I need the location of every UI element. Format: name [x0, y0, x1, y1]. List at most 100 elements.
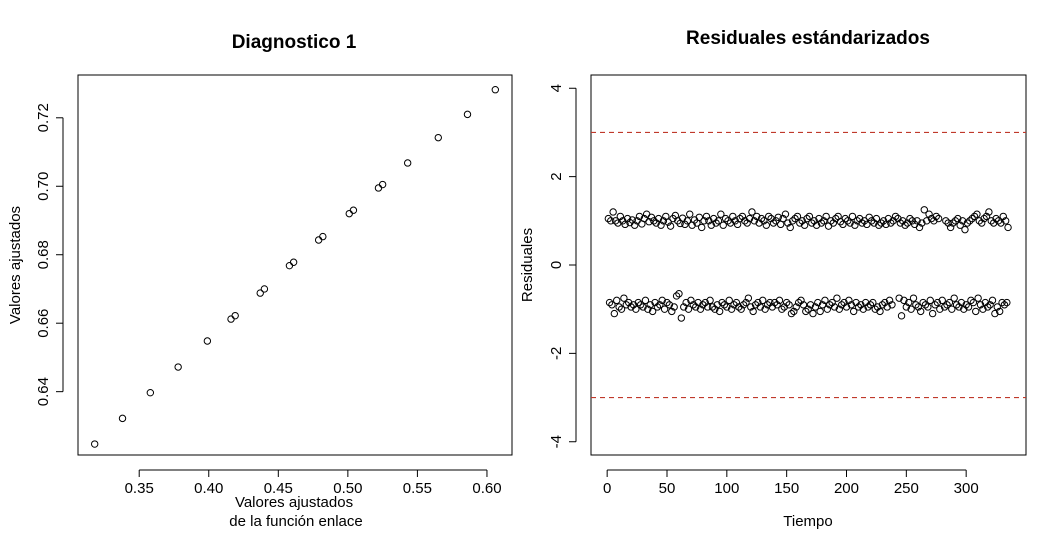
data-point [797, 296, 805, 305]
data-point [995, 307, 1004, 316]
data-point [889, 217, 897, 225]
data-point [260, 285, 269, 293]
data-point [838, 301, 846, 309]
data-point [928, 309, 937, 318]
data-point [859, 305, 867, 313]
data-point [345, 209, 353, 218]
data-point [736, 214, 744, 223]
data-point [658, 296, 666, 305]
chart-1-plot-box [77, 74, 513, 456]
data-point [994, 217, 1003, 225]
data-point [694, 298, 702, 307]
data-point [724, 217, 732, 225]
data-point [921, 301, 930, 309]
data-point [803, 214, 811, 223]
chart-1-y-axis: 0.64 0.66 0.68 0.70 0.72 [35, 103, 64, 406]
data-point [963, 219, 972, 227]
data-point [755, 219, 763, 227]
y-tick-label: 0.72 [35, 103, 52, 132]
data-point [951, 217, 960, 225]
data-point [896, 219, 905, 227]
x-tick-label: 100 [714, 480, 739, 497]
data-point [711, 305, 719, 313]
data-point [974, 294, 982, 302]
data-point [727, 305, 736, 313]
data-point [699, 301, 707, 309]
data-point [749, 307, 757, 316]
data-point [644, 305, 652, 313]
data-point [719, 221, 727, 229]
data-point [687, 296, 695, 305]
chart-2-points [604, 206, 1012, 322]
y-tick-label: 0.64 [35, 377, 52, 406]
data-point [967, 296, 975, 305]
data-point [748, 208, 756, 216]
data-point [962, 301, 970, 309]
data-point [804, 305, 812, 313]
data-point [798, 217, 806, 225]
data-point [991, 309, 999, 318]
data-point [812, 221, 821, 229]
data-point [374, 184, 383, 192]
data-point [762, 221, 771, 229]
data-point [627, 303, 635, 311]
data-point [256, 289, 264, 297]
x-tick-label: 0.45 [264, 480, 293, 497]
data-point [766, 298, 774, 307]
data-point [646, 301, 654, 309]
data-point [958, 217, 967, 225]
data-point [696, 305, 705, 313]
data-point [902, 303, 911, 311]
data-point [808, 219, 816, 227]
data-point [786, 223, 794, 232]
data-point [796, 219, 804, 227]
data-point [605, 298, 614, 307]
data-point [635, 212, 644, 221]
data-point [403, 159, 412, 167]
data-point [816, 307, 824, 316]
data-point [871, 305, 879, 313]
data-point [630, 221, 639, 229]
data-point [713, 301, 721, 309]
data-point [707, 221, 715, 229]
data-point [660, 305, 669, 313]
data-point [821, 296, 829, 305]
data-point [861, 298, 870, 307]
data-point [624, 298, 633, 307]
data-point [817, 219, 826, 227]
data-point [683, 217, 692, 225]
x-tick-label: 0.50 [333, 480, 362, 497]
data-point [718, 298, 726, 307]
data-point [918, 219, 926, 227]
data-point [775, 296, 784, 305]
data-point [705, 217, 713, 225]
data-point [872, 214, 881, 223]
data-point [894, 214, 902, 223]
data-point [760, 217, 768, 225]
data-point [616, 212, 625, 221]
data-point [790, 307, 798, 316]
data-point [763, 301, 772, 309]
data-point [829, 219, 838, 227]
data-point [765, 212, 773, 221]
data-point [852, 298, 860, 307]
chart-2-x-axis: 0 50 100 150 200 250 300 [603, 469, 979, 497]
data-point [900, 296, 908, 305]
chart-1-x-label-line-2: de la función enlace [229, 513, 362, 530]
data-point [645, 217, 653, 226]
data-point [666, 222, 675, 230]
data-point [780, 303, 788, 311]
data-point [615, 303, 623, 311]
data-point [873, 303, 882, 311]
data-point [781, 210, 790, 218]
data-point [980, 214, 988, 223]
data-point [998, 298, 1006, 307]
data-point [984, 303, 992, 311]
data-point [854, 303, 863, 311]
data-point [714, 217, 723, 225]
data-point [770, 298, 779, 307]
data-point [964, 303, 973, 311]
data-point [675, 290, 683, 298]
data-point [864, 303, 872, 311]
data-point [792, 303, 800, 311]
